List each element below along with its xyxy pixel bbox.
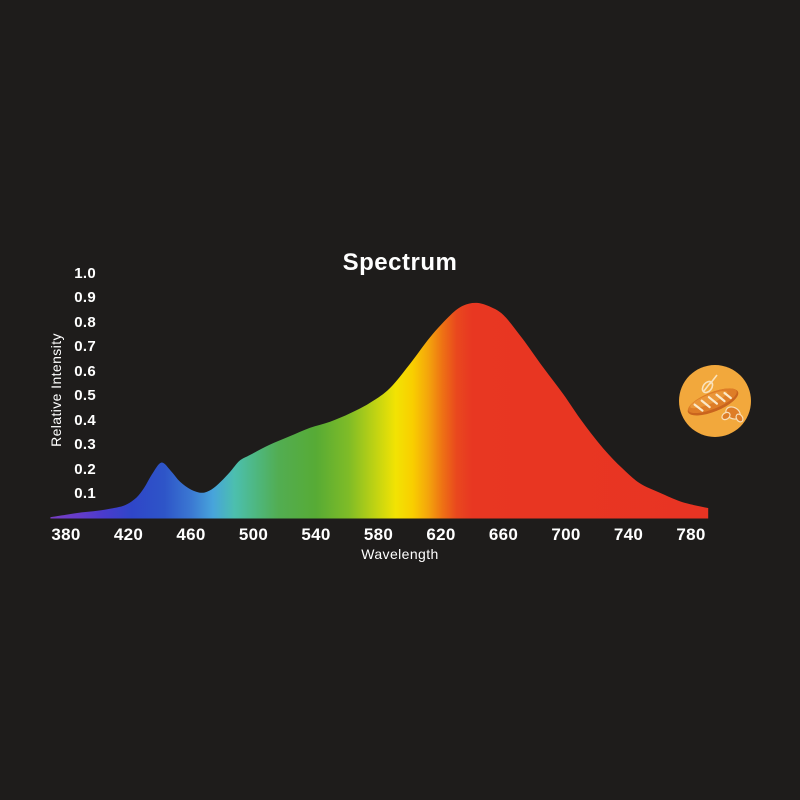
- y-tick-label: 0.9: [74, 289, 96, 306]
- y-tick-label: 0.5: [74, 387, 96, 404]
- y-tick-label: 1.0: [74, 264, 96, 282]
- x-tick-label: 540: [301, 525, 331, 544]
- y-tick-label: 0.1: [74, 485, 96, 502]
- x-tick-label: 500: [238, 525, 269, 544]
- y-tick-label: 0.6: [74, 362, 96, 380]
- x-tick-label: 780: [676, 525, 706, 544]
- x-tick-label: 660: [488, 525, 519, 544]
- x-tick-label: 700: [551, 525, 581, 544]
- x-tick-label: 380: [51, 525, 81, 544]
- bakery-icon: [679, 365, 751, 437]
- whisk-icon: [701, 374, 718, 394]
- croissant-icon: [721, 406, 744, 423]
- x-tick-label: 740: [613, 525, 644, 544]
- x-tick-label: 620: [426, 525, 456, 544]
- y-tick-label: 0.4: [74, 411, 96, 429]
- chart-title: Spectrum: [342, 249, 458, 276]
- x-tick-label: 580: [363, 525, 394, 544]
- x-axis-title: Wavelength: [361, 546, 439, 562]
- y-tick-label: 0.3: [74, 436, 96, 453]
- x-tick-label: 420: [113, 525, 144, 544]
- x-tick-label: 460: [176, 525, 206, 544]
- y-tick-label: 0.8: [74, 313, 96, 331]
- baguette-icon: [687, 388, 739, 416]
- y-tick-label: 0.7: [74, 338, 96, 355]
- y-tick-label: 0.2: [74, 460, 96, 478]
- spectrum-area-series: [50, 302, 709, 519]
